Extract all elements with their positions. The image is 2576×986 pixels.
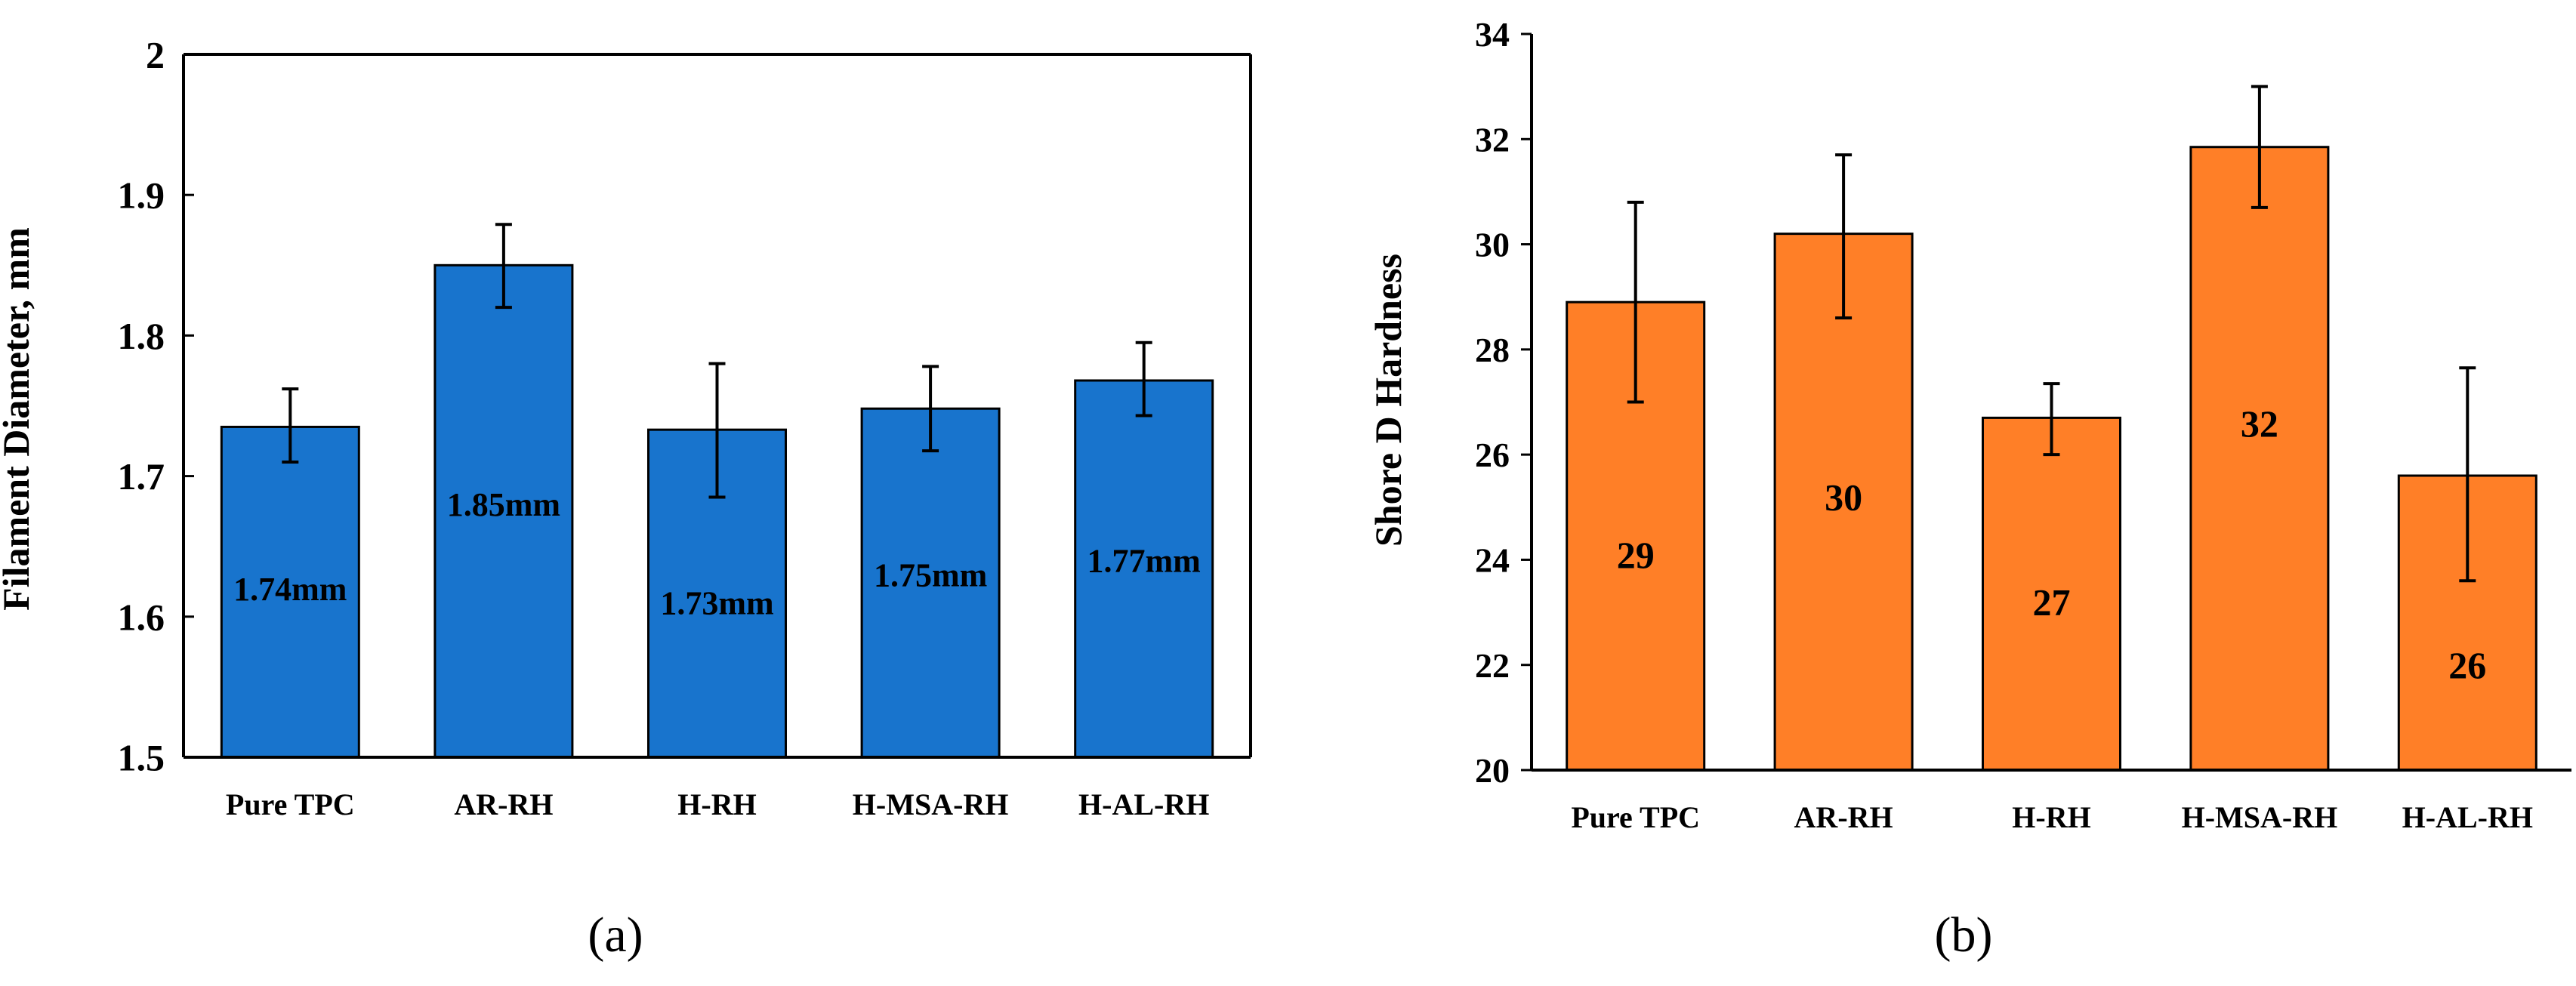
- chart-a-y-tick-label: 1.6: [118, 596, 165, 638]
- chart-a-data-label: 1.77mm: [1087, 543, 1201, 580]
- chart-b-x-tick-label: H-AL-RH: [2402, 800, 2533, 834]
- chart-b-x-ticks: Pure TPC AR-RH H-RH H-MSA-RH H-AL-RH: [1571, 800, 2533, 834]
- chart-b-data-label: 32: [2241, 402, 2278, 445]
- chart-b-y-tick-label: 28: [1475, 331, 1510, 369]
- chart-b-y-tick-label: 32: [1475, 120, 1510, 159]
- chart-b-data-label: 27: [2033, 581, 2071, 624]
- chart-a-data-label: 1.85mm: [447, 486, 560, 523]
- chart-a-y-tick-label: 1.8: [118, 315, 165, 357]
- chart-a-data-label: 1.75mm: [874, 556, 987, 593]
- chart-b-panel-label: (b): [1935, 907, 1993, 963]
- chart-b-y-tick-label: 20: [1475, 751, 1510, 790]
- chart-a-y-axis-title: Filament Diameter, mm: [0, 227, 37, 611]
- chart-b-bar: [1982, 416, 2121, 772]
- chart-a-data-label: 1.73mm: [660, 585, 773, 622]
- chart-b-bars: 29 30 27 32 26: [1566, 85, 2537, 772]
- chart-a-bar: [1074, 379, 1214, 759]
- chart-a-x-tick-label: H-RH: [677, 787, 756, 821]
- chart-b-y-tick-label: 24: [1475, 541, 1510, 580]
- chart-b-x-tick-label: AR-RH: [1794, 800, 1893, 834]
- chart-b-y-tick-label: 34: [1475, 15, 1510, 54]
- chart-a-bar: [860, 407, 1001, 759]
- chart-a-y-tick-label: 1.7: [118, 455, 165, 498]
- chart-b-x-tick-label: H-RH: [2012, 800, 2090, 834]
- chart-b-data-label: 29: [1617, 534, 1655, 576]
- chart-b-y-tick-label: 30: [1475, 226, 1510, 264]
- chart-b-y-ticks: 20 22 24 26 28 30 32 34: [1475, 15, 1532, 790]
- chart-b-y-axis-title: Shore D Hardness: [1367, 254, 1409, 547]
- chart-b-data-label: 30: [1825, 476, 1862, 518]
- chart-a-y-tick-label: 1.5: [118, 737, 165, 779]
- chart-a-bar: [433, 263, 574, 759]
- chart-a-x-tick-label: Pure TPC: [226, 787, 355, 821]
- chart-a-x-tick-label: H-AL-RH: [1078, 787, 1209, 821]
- chart-a-bars: 1.74mm 1.85mm 1.73mm 1.75mm 1.77mm: [220, 223, 1214, 759]
- chart-a-bar: [220, 425, 360, 759]
- chart-a-data-label: 1.74mm: [233, 571, 347, 608]
- chart-a-x-ticks: Pure TPC AR-RH H-RH H-MSA-RH H-AL-RH: [226, 787, 1209, 821]
- chart-b-x-tick-label: Pure TPC: [1571, 800, 1700, 834]
- chart-b: Shore D Hardness 20 22 24 26 28 30 32 34 29 30 27…: [1367, 15, 2571, 963]
- chart-b-data-label: 26: [2448, 644, 2486, 686]
- chart-a-x-tick-label: H-MSA-RH: [853, 787, 1009, 821]
- chart-a: Filament Diameter, mm 1.5 1.6 1.7 1.8 1.9 2 1…: [0, 34, 1252, 963]
- chart-a-y-ticks: 1.5 1.6 1.7 1.8 1.9 2: [118, 34, 194, 779]
- chart-a-y-tick-label: 1.9: [118, 174, 165, 217]
- chart-b-y-tick-label: 26: [1475, 436, 1510, 474]
- chart-a-y-tick-label: 2: [146, 34, 165, 76]
- chart-a-x-tick-label: AR-RH: [454, 787, 553, 821]
- chart-b-y-tick-label: 22: [1475, 646, 1510, 685]
- chart-b-bar: [2189, 146, 2330, 772]
- chart-b-x-tick-label: H-MSA-RH: [2182, 800, 2338, 834]
- chart-a-panel-label: (a): [588, 907, 643, 963]
- chart-b-bar: [1773, 233, 1914, 772]
